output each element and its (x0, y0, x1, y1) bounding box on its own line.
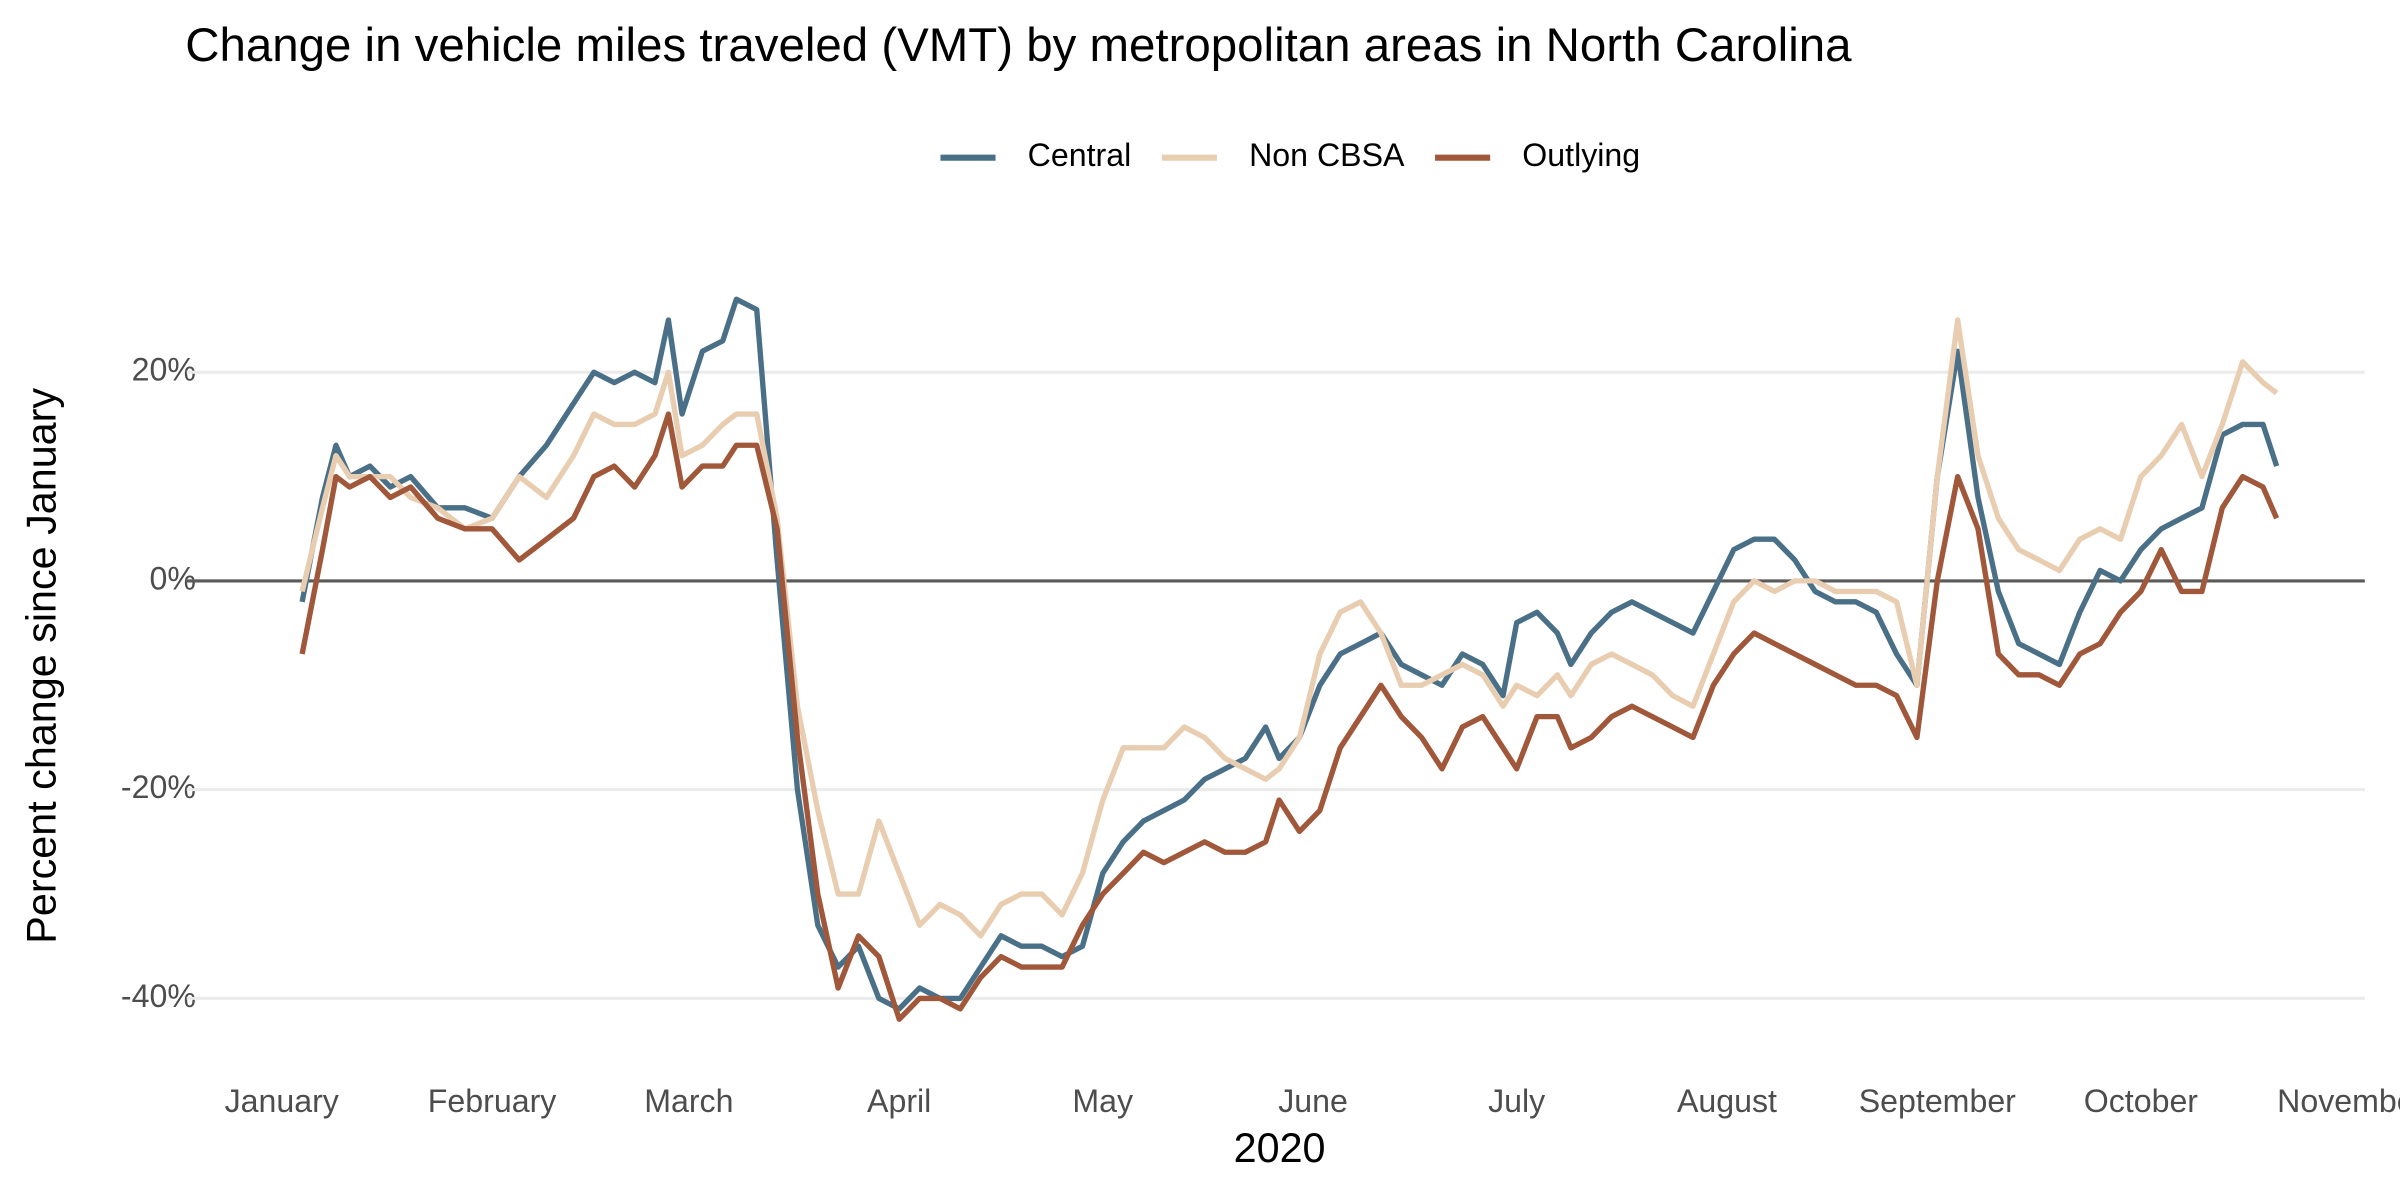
x-tick-label: May (1072, 1083, 1133, 1119)
x-tick-label: June (1278, 1083, 1348, 1119)
y-tick-label: -40% (121, 978, 196, 1014)
x-tick-label: February (428, 1083, 557, 1119)
y-tick-label: 0% (149, 560, 195, 596)
series-line (299, 411, 2280, 1022)
legend-label: Central (1028, 137, 1132, 173)
legend-label: Non CBSA (1249, 137, 1405, 173)
x-axis-title: 2020 (1234, 1125, 1326, 1171)
chart-title: Change in vehicle miles traveled (VMT) b… (185, 19, 1852, 72)
x-tick-label: August (1677, 1083, 1777, 1119)
series-line (299, 296, 2280, 1012)
y-axis-title: Percent change since January (18, 388, 64, 944)
x-tick-label: November (2277, 1083, 2400, 1119)
y-tick-label: 20% (132, 352, 196, 388)
legend-label: Outlying (1522, 137, 1640, 173)
x-tick-label: March (644, 1083, 733, 1119)
x-tick-label: October (2084, 1083, 2199, 1119)
x-tick-label: September (1859, 1083, 2016, 1119)
x-tick-label: April (867, 1083, 931, 1119)
x-tick-label: July (1488, 1083, 1545, 1119)
y-tick-label: -20% (121, 769, 196, 805)
legend: Central Non CBSA Outlying (940, 137, 1640, 173)
series-line (299, 317, 2279, 939)
x-tick-label: January (225, 1083, 339, 1119)
